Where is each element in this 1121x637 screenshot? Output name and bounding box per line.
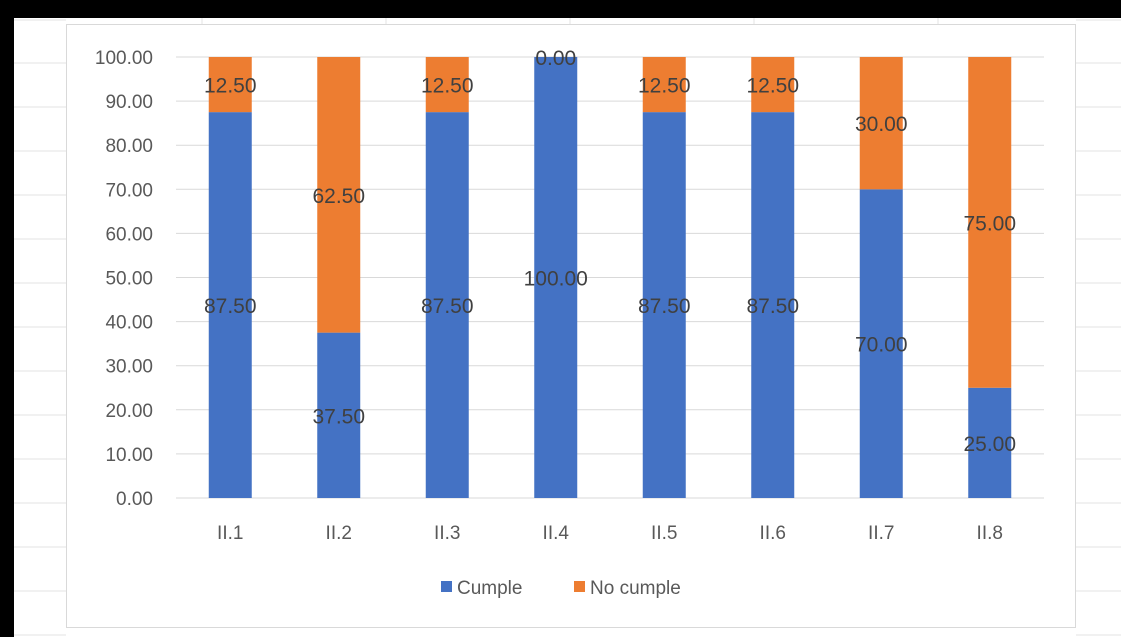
bar-no-cumple — [968, 57, 1012, 388]
data-label: 70.00 — [855, 334, 908, 357]
x-tick-label: II.5 — [651, 523, 677, 544]
window-frame-left — [0, 0, 14, 637]
bar-cumple — [968, 387, 1012, 498]
x-tick-label: II.3 — [434, 523, 460, 544]
bar-cumple — [642, 112, 686, 498]
legend-label: Cumple — [457, 578, 522, 599]
y-tick-label: 0.00 — [116, 489, 153, 510]
data-labels: 87.50 12.50 37.50 62.50 87.50 12.50 100.00 0.00… — [204, 47, 1016, 456]
bar-cumple — [859, 189, 903, 499]
data-label: 12.50 — [638, 75, 691, 98]
data-label: 25.00 — [963, 433, 1016, 456]
data-label: 12.50 — [746, 75, 799, 98]
chart-gridlines — [176, 56, 1044, 499]
y-tick-label: 50.00 — [105, 269, 153, 290]
data-label: 62.50 — [312, 185, 365, 208]
data-label: 87.50 — [638, 295, 691, 318]
y-tick-label: 100.00 — [95, 48, 153, 69]
bar-no-cumple — [317, 57, 361, 333]
data-label: 37.50 — [312, 405, 365, 428]
x-tick-label: II.8 — [977, 523, 1003, 544]
data-label: 75.00 — [963, 212, 1016, 235]
x-tick-label: II.7 — [868, 523, 894, 544]
bar-no-cumple — [208, 57, 252, 113]
data-label: 87.50 — [204, 295, 257, 318]
x-axis-ticks: II.1 II.2 II.3 II.4 II.5 II.6 II.7 II.8 — [217, 523, 1003, 544]
data-label: 12.50 — [421, 75, 474, 98]
legend-item-no-cumple: No cumple — [574, 578, 681, 599]
bar-cumple — [534, 57, 578, 498]
bar-no-cumple — [642, 57, 686, 113]
y-axis-ticks: 0.00 10.00 20.00 30.00 40.00 50.00 60.00 70.00 8… — [95, 48, 153, 510]
legend-item-cumple: Cumple — [441, 578, 522, 599]
data-label: 100.00 — [524, 268, 588, 291]
legend: Cumple No cumple — [441, 578, 681, 599]
x-tick-label: II.4 — [543, 523, 570, 544]
bar-cumple — [208, 112, 252, 498]
bar-no-cumple — [751, 57, 795, 113]
x-tick-label: II.6 — [760, 523, 786, 544]
data-label: 0.00 — [535, 47, 576, 70]
bar-no-cumple — [859, 57, 903, 190]
x-tick-label: II.1 — [217, 523, 243, 544]
y-tick-label: 10.00 — [105, 445, 153, 466]
data-label: 12.50 — [204, 75, 257, 98]
y-tick-label: 40.00 — [105, 313, 153, 334]
data-label: 87.50 — [746, 295, 799, 318]
data-label: 87.50 — [421, 295, 474, 318]
bars — [208, 57, 1012, 499]
sheet-gridlines — [14, 18, 1121, 636]
data-label: 30.00 — [855, 113, 908, 136]
legend-label: No cumple — [590, 578, 681, 599]
bar-cumple — [425, 112, 469, 498]
y-tick-label: 20.00 — [105, 401, 153, 422]
y-tick-label: 60.00 — [105, 224, 153, 245]
bar-cumple — [751, 112, 795, 498]
bar-no-cumple — [425, 57, 469, 113]
y-tick-label: 80.00 — [105, 136, 153, 157]
bar-cumple — [317, 332, 361, 498]
x-tick-label: II.2 — [326, 523, 352, 544]
y-tick-label: 90.00 — [105, 92, 153, 113]
window-frame-top — [0, 0, 1121, 18]
legend-swatch — [441, 581, 452, 592]
y-tick-label: 70.00 — [105, 180, 153, 201]
legend-swatch — [574, 581, 585, 592]
y-tick-label: 30.00 — [105, 357, 153, 378]
